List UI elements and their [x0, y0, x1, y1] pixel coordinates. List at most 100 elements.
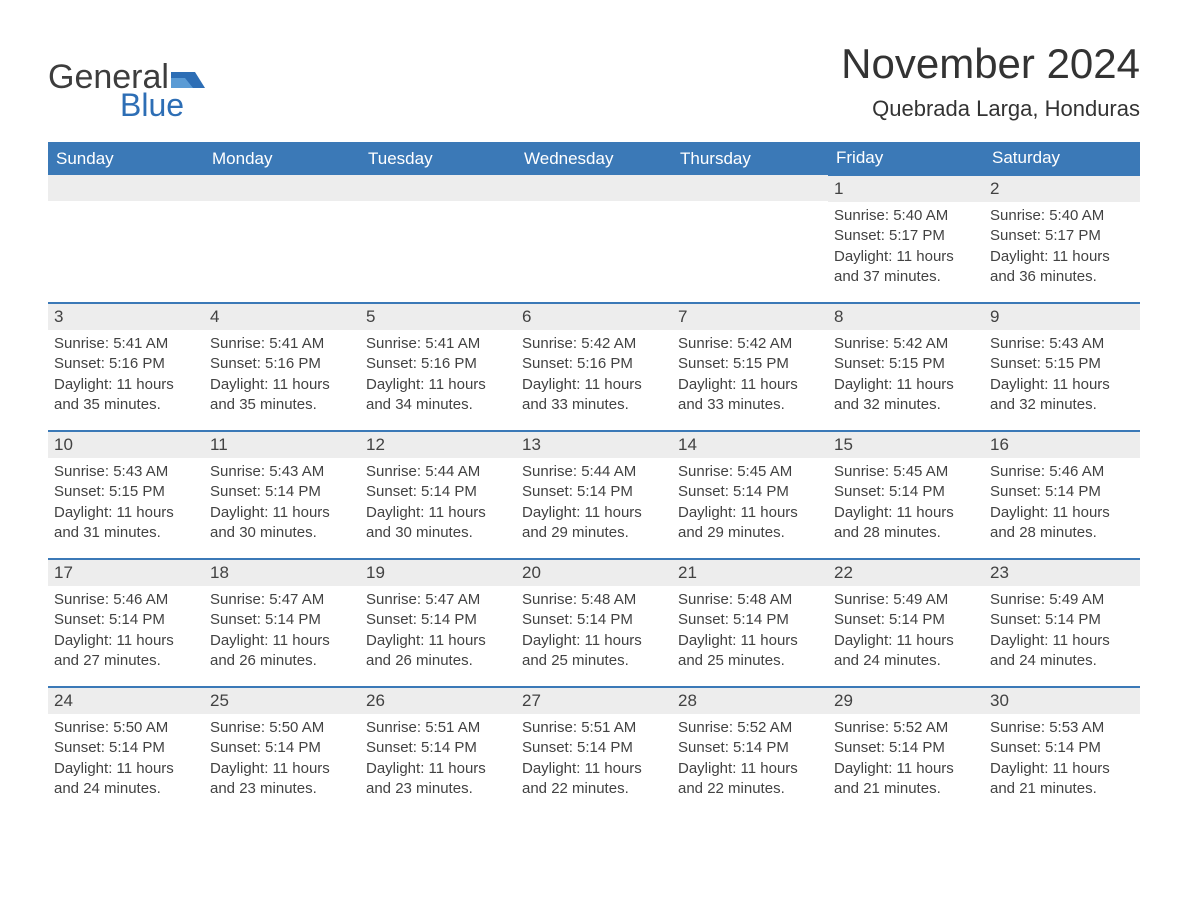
calendar-day-cell: 25Sunrise: 5:50 AMSunset: 5:14 PMDayligh…: [204, 687, 360, 815]
sunrise-text: Sunrise: 5:53 AM: [990, 718, 1134, 738]
weekday-header: Tuesday: [360, 142, 516, 175]
sunrise-text: Sunrise: 5:52 AM: [834, 718, 978, 738]
calendar-day-cell: 27Sunrise: 5:51 AMSunset: 5:14 PMDayligh…: [516, 687, 672, 815]
sunset-text: Sunset: 5:14 PM: [834, 738, 978, 758]
sunset-text: Sunset: 5:14 PM: [210, 738, 354, 758]
sunset-text: Sunset: 5:15 PM: [54, 482, 198, 502]
daylight-text: Daylight: 11 hours and 29 minutes.: [678, 503, 822, 544]
calendar-week-row: 3Sunrise: 5:41 AMSunset: 5:16 PMDaylight…: [48, 303, 1140, 431]
sunrise-text: Sunrise: 5:44 AM: [522, 462, 666, 482]
daylight-text: Daylight: 11 hours and 27 minutes.: [54, 631, 198, 672]
calendar-day-cell: 8Sunrise: 5:42 AMSunset: 5:15 PMDaylight…: [828, 303, 984, 431]
weekday-header: Friday: [828, 142, 984, 175]
calendar-day-cell: 26Sunrise: 5:51 AMSunset: 5:14 PMDayligh…: [360, 687, 516, 815]
calendar-day-cell: [516, 175, 672, 303]
daylight-text: Daylight: 11 hours and 26 minutes.: [366, 631, 510, 672]
day-number: 6: [516, 304, 672, 330]
sunset-text: Sunset: 5:16 PM: [522, 354, 666, 374]
daylight-text: Daylight: 11 hours and 31 minutes.: [54, 503, 198, 544]
sunset-text: Sunset: 5:14 PM: [210, 610, 354, 630]
daylight-text: Daylight: 11 hours and 22 minutes.: [678, 759, 822, 800]
weekday-header: Monday: [204, 142, 360, 175]
sunrise-text: Sunrise: 5:40 AM: [990, 206, 1134, 226]
day-details: Sunrise: 5:51 AMSunset: 5:14 PMDaylight:…: [516, 714, 672, 807]
sunrise-text: Sunrise: 5:49 AM: [834, 590, 978, 610]
sunset-text: Sunset: 5:14 PM: [522, 738, 666, 758]
brand-logo: General Blue: [48, 40, 205, 124]
day-details: Sunrise: 5:46 AMSunset: 5:14 PMDaylight:…: [48, 586, 204, 679]
daylight-text: Daylight: 11 hours and 35 minutes.: [210, 375, 354, 416]
daylight-text: Daylight: 11 hours and 23 minutes.: [210, 759, 354, 800]
day-details: Sunrise: 5:50 AMSunset: 5:14 PMDaylight:…: [204, 714, 360, 807]
day-details: Sunrise: 5:49 AMSunset: 5:14 PMDaylight:…: [984, 586, 1140, 679]
daylight-text: Daylight: 11 hours and 21 minutes.: [834, 759, 978, 800]
calendar-week-row: 17Sunrise: 5:46 AMSunset: 5:14 PMDayligh…: [48, 559, 1140, 687]
sunset-text: Sunset: 5:14 PM: [834, 482, 978, 502]
daylight-text: Daylight: 11 hours and 37 minutes.: [834, 247, 978, 288]
daylight-text: Daylight: 11 hours and 22 minutes.: [522, 759, 666, 800]
sunrise-text: Sunrise: 5:41 AM: [366, 334, 510, 354]
day-number: 5: [360, 304, 516, 330]
day-number: 21: [672, 560, 828, 586]
sunset-text: Sunset: 5:16 PM: [54, 354, 198, 374]
calendar-day-cell: 30 Sunrise: 5:53 AMSunset: 5:14 PMDayligh…: [984, 687, 1140, 815]
sunset-text: Sunset: 5:17 PM: [834, 226, 978, 246]
sunrise-text: Sunrise: 5:42 AM: [522, 334, 666, 354]
day-details: Sunrise: 5:41 AMSunset: 5:16 PMDaylight:…: [360, 330, 516, 423]
sunrise-text: Sunrise: 5:47 AM: [366, 590, 510, 610]
daylight-text: Daylight: 11 hours and 33 minutes.: [522, 375, 666, 416]
sunrise-text: Sunrise: 5:42 AM: [834, 334, 978, 354]
sunset-text: Sunset: 5:16 PM: [366, 354, 510, 374]
calendar-day-cell: 18Sunrise: 5:47 AMSunset: 5:14 PMDayligh…: [204, 559, 360, 687]
sunrise-text: Sunrise: 5:48 AM: [678, 590, 822, 610]
daylight-text: Daylight: 11 hours and 21 minutes.: [990, 759, 1134, 800]
calendar-day-cell: 23Sunrise: 5:49 AMSunset: 5:14 PMDayligh…: [984, 559, 1140, 687]
calendar-day-cell: 4Sunrise: 5:41 AMSunset: 5:16 PMDaylight…: [204, 303, 360, 431]
day-number: 29: [828, 688, 984, 714]
weekday-header: Saturday: [984, 142, 1140, 175]
day-number: 1: [828, 176, 984, 202]
daylight-text: Daylight: 11 hours and 25 minutes.: [522, 631, 666, 672]
sunset-text: Sunset: 5:15 PM: [834, 354, 978, 374]
day-number: 11: [204, 432, 360, 458]
calendar-day-cell: 20 Sunrise: 5:48 AMSunset: 5:14 PMDayligh…: [516, 559, 672, 687]
sunrise-text: Sunrise: 5:41 AM: [54, 334, 198, 354]
day-details: Sunrise: 5:43 AMSunset: 5:15 PMDaylight:…: [48, 458, 204, 551]
calendar-day-cell: 14Sunrise: 5:45 AMSunset: 5:14 PMDayligh…: [672, 431, 828, 559]
day-details: Sunrise: 5:45 AMSunset: 5:14 PMDaylight:…: [672, 458, 828, 551]
day-details: Sunrise: 5:42 AMSunset: 5:15 PMDaylight:…: [828, 330, 984, 423]
sunrise-text: Sunrise: 5:46 AM: [990, 462, 1134, 482]
calendar-day-cell: 19Sunrise: 5:47 AMSunset: 5:14 PMDayligh…: [360, 559, 516, 687]
calendar-day-cell: 11Sunrise: 5:43 AMSunset: 5:14 PMDayligh…: [204, 431, 360, 559]
calendar-day-cell: [48, 175, 204, 303]
page-header: General Blue November 2024 Quebrada Larg…: [48, 40, 1140, 124]
sunrise-text: Sunrise: 5:52 AM: [678, 718, 822, 738]
sunset-text: Sunset: 5:14 PM: [678, 610, 822, 630]
day-details: Sunrise: 5:42 AMSunset: 5:15 PMDaylight:…: [672, 330, 828, 423]
sunset-text: Sunset: 5:17 PM: [990, 226, 1134, 246]
sunrise-text: Sunrise: 5:41 AM: [210, 334, 354, 354]
sunrise-text: Sunrise: 5:50 AM: [54, 718, 198, 738]
sunset-text: Sunset: 5:14 PM: [366, 738, 510, 758]
calendar-day-cell: [204, 175, 360, 303]
sunrise-text: Sunrise: 5:48 AM: [522, 590, 666, 610]
calendar-day-cell: 15Sunrise: 5:45 AMSunset: 5:14 PMDayligh…: [828, 431, 984, 559]
day-details: Sunrise: 5:41 AMSunset: 5:16 PMDaylight:…: [48, 330, 204, 423]
day-number: 13: [516, 432, 672, 458]
calendar-day-cell: 12Sunrise: 5:44 AMSunset: 5:14 PMDayligh…: [360, 431, 516, 559]
sunset-text: Sunset: 5:14 PM: [366, 610, 510, 630]
sunset-text: Sunset: 5:14 PM: [990, 482, 1134, 502]
day-number: 24: [48, 688, 204, 714]
day-number: 9: [984, 304, 1140, 330]
daylight-text: Daylight: 11 hours and 32 minutes.: [990, 375, 1134, 416]
calendar-week-row: 1Sunrise: 5:40 AMSunset: 5:17 PMDaylight…: [48, 175, 1140, 303]
sunset-text: Sunset: 5:14 PM: [522, 482, 666, 502]
daylight-text: Daylight: 11 hours and 30 minutes.: [210, 503, 354, 544]
weekday-header: Thursday: [672, 142, 828, 175]
sunrise-text: Sunrise: 5:51 AM: [522, 718, 666, 738]
day-number: [204, 175, 360, 201]
day-number: 20: [516, 560, 672, 586]
sunset-text: Sunset: 5:14 PM: [522, 610, 666, 630]
sunset-text: Sunset: 5:14 PM: [990, 738, 1134, 758]
day-number: 30: [984, 688, 1140, 714]
